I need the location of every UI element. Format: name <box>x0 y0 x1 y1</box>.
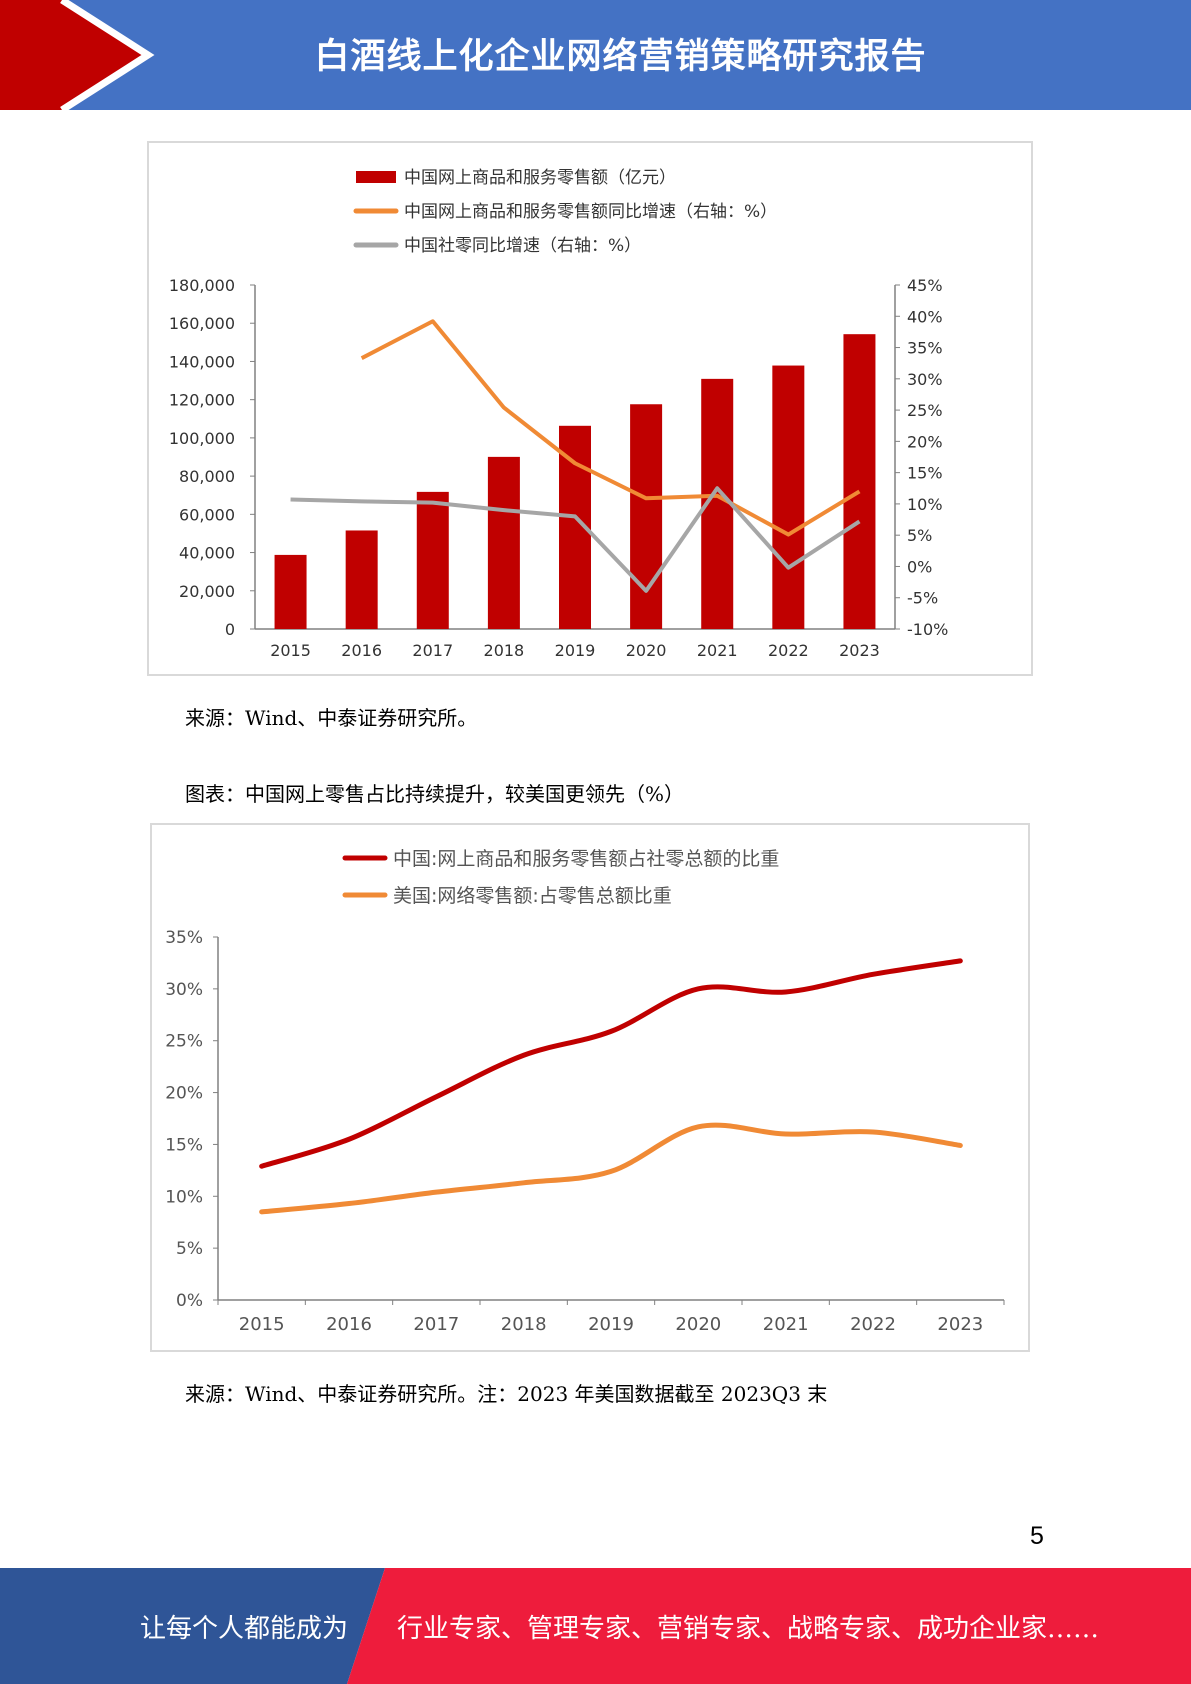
series-line <box>259 958 963 1169</box>
legend-swatch <box>356 171 396 183</box>
y-left-tick-label: 0 <box>225 620 235 639</box>
series-line <box>360 319 861 537</box>
x-tick-label: 2016 <box>341 641 382 660</box>
y-right-tick-label: -5% <box>907 589 938 608</box>
page-header: 白酒线上化企业网络营销策略研究报告 <box>0 0 1191 110</box>
x-tick-label: 2018 <box>484 641 525 660</box>
x-tick-label: 2017 <box>413 1314 459 1335</box>
bar <box>630 404 663 629</box>
bar <box>345 530 378 629</box>
y-right-tick-label: 10% <box>907 495 943 514</box>
y-left-tick-label: 80,000 <box>179 467 235 486</box>
y-left-tick-label: 160,000 <box>169 314 235 333</box>
x-tick-label: 2021 <box>763 1314 809 1335</box>
x-tick-label: 2022 <box>850 1314 896 1335</box>
bar <box>772 365 805 629</box>
header-arrow-decoration <box>0 0 155 110</box>
bar <box>487 456 520 629</box>
legend-label: 中国网上商品和服务零售额同比增速（右轴：%） <box>404 202 777 222</box>
y-right-tick-label: 5% <box>907 526 932 545</box>
x-tick-label: 2015 <box>270 641 311 660</box>
y-tick-label: 20% <box>165 1084 203 1104</box>
bar <box>843 334 876 629</box>
bar <box>416 491 449 629</box>
series-line <box>259 1122 963 1215</box>
y-right-tick-label: 15% <box>907 464 943 483</box>
y-right-tick-label: 45% <box>907 276 943 295</box>
y-right-tick-label: 40% <box>907 307 943 326</box>
x-tick-label: 2020 <box>626 641 667 660</box>
y-tick-label: 10% <box>165 1187 203 1207</box>
footer-band <box>0 1568 1191 1684</box>
y-left-tick-label: 20,000 <box>179 582 235 601</box>
footer-slogan-left: 让每个人都能成为 <box>140 1614 349 1644</box>
x-tick-label: 2023 <box>937 1314 983 1335</box>
chart2-source: 来源：Wind、中泰证券研究所。注：2023 年美国数据截至 2023Q3 末 <box>185 1382 828 1406</box>
x-tick-label: 2017 <box>412 641 453 660</box>
x-tick-label: 2019 <box>555 641 596 660</box>
y-left-tick-label: 140,000 <box>169 352 235 371</box>
page-number: 5 <box>1030 1522 1044 1550</box>
chart-retail-sales: 中国网上商品和服务零售额（亿元） 中国网上商品和服务零售额同比增速（右轴：%） 中国… <box>147 141 1033 676</box>
y-tick-label: 35% <box>165 928 203 948</box>
y-tick-label: 0% <box>176 1291 203 1311</box>
legend-label: 美国:网络零售额:占零售总额比重 <box>393 885 672 907</box>
y-right-tick-label: 30% <box>907 370 943 389</box>
y-left-tick-label: 100,000 <box>169 429 235 448</box>
y-tick-label: 15% <box>165 1135 203 1155</box>
x-tick-label: 2019 <box>588 1314 634 1335</box>
chart2-title: 图表：中国网上零售占比持续提升，较美国更领先（%） <box>185 782 685 806</box>
y-tick-label: 5% <box>176 1239 203 1259</box>
y-left-tick-label: 120,000 <box>169 391 235 410</box>
page-footer: 让每个人都能成为 行业专家、管理专家、营销专家、战略专家、成功企业家…… <box>0 1568 1191 1684</box>
x-tick-label: 2018 <box>501 1314 547 1335</box>
chart1-source: 来源：Wind、中泰证券研究所。 <box>185 706 478 730</box>
y-right-tick-label: -10% <box>907 620 948 639</box>
x-tick-label: 2022 <box>768 641 809 660</box>
y-left-tick-label: 180,000 <box>169 276 235 295</box>
page-title: 白酒线上化企业网络营销策略研究报告 <box>314 37 927 77</box>
legend-label: 中国:网上商品和服务零售额占社零总额的比重 <box>393 848 779 870</box>
legend-label: 中国社零同比增速（右轴：%） <box>404 236 641 256</box>
legend-label: 中国网上商品和服务零售额（亿元） <box>404 168 676 188</box>
chart-online-share: 中国:网上商品和服务零售额占社零总额的比重 美国:网络零售额:占零售总额比重 35%… <box>150 823 1030 1352</box>
x-tick-label: 2020 <box>675 1314 721 1335</box>
y-left-tick-label: 40,000 <box>179 544 235 563</box>
x-tick-label: 2021 <box>697 641 738 660</box>
x-tick-label: 2023 <box>839 641 880 660</box>
x-tick-label: 2015 <box>239 1314 285 1335</box>
y-right-tick-label: 25% <box>907 401 943 420</box>
y-right-tick-label: 0% <box>907 557 932 576</box>
series-line <box>290 486 861 593</box>
y-tick-label: 30% <box>165 980 203 1000</box>
bar <box>274 554 307 629</box>
y-right-tick-label: 35% <box>907 339 943 358</box>
footer-slogan-right: 行业专家、管理专家、营销专家、战略专家、成功企业家…… <box>397 1614 1100 1644</box>
y-left-tick-label: 60,000 <box>179 505 235 524</box>
chart-retail-sales-svg: 中国网上商品和服务零售额（亿元） 中国网上商品和服务零售额同比增速（右轴：%） 中国… <box>169 168 949 660</box>
x-tick-label: 2016 <box>326 1314 372 1335</box>
y-tick-label: 25% <box>165 1032 203 1052</box>
y-right-tick-label: 20% <box>907 432 943 451</box>
